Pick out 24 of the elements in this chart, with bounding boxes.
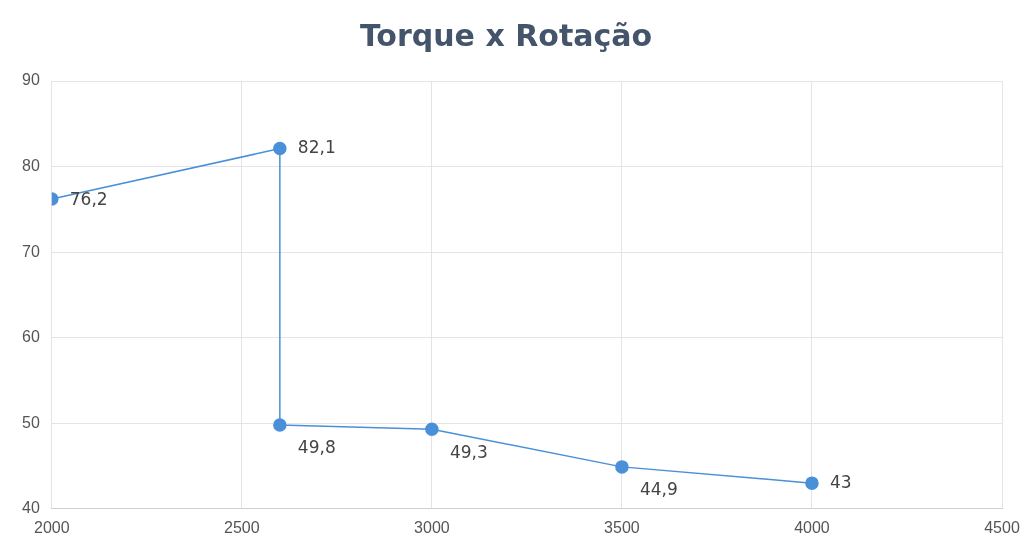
x-tick-label: 3000 [414, 518, 450, 536]
point [805, 476, 819, 490]
data-label: 49,8 [297, 437, 336, 458]
data-label: 43 [829, 471, 852, 492]
chart-title: Torque x Rotação [359, 17, 653, 53]
point [273, 141, 287, 156]
y-tick-label: 90 [22, 71, 40, 89]
x-tick-label: 2000 [34, 518, 70, 536]
data-label: 49,3 [449, 441, 488, 462]
x-tick-label: 3500 [604, 518, 640, 536]
y-tick-label: 50 [22, 413, 40, 431]
y-tick-label: 40 [22, 499, 40, 517]
point [615, 460, 629, 474]
data-label: 82,1 [297, 137, 336, 158]
y-tick-label: 80 [22, 156, 40, 174]
point [273, 418, 287, 432]
y-tick-label: 70 [22, 242, 40, 260]
y-tick-label: 60 [22, 328, 40, 346]
x-tick-label: 4000 [794, 518, 830, 536]
point [425, 422, 439, 436]
data-label: 76,2 [69, 189, 108, 210]
x-tick-label: 4500 [984, 518, 1020, 536]
x-tick-label: 2500 [224, 518, 260, 536]
data-label: 44,9 [639, 479, 678, 500]
